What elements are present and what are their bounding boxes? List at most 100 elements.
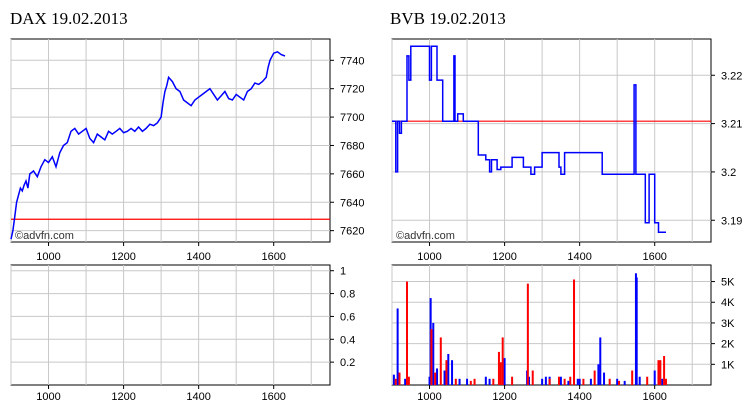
volume-bar xyxy=(484,376,487,385)
volume-bar xyxy=(458,378,461,385)
volume-bar xyxy=(451,360,454,385)
volume-bar xyxy=(558,376,561,385)
plot-area xyxy=(391,38,712,243)
y-tick-label: 7700 xyxy=(340,112,364,124)
plot-area xyxy=(10,38,331,243)
y-tick-label: 3.2 xyxy=(721,167,736,179)
bvb-chart-title: BVB 19.02.2013 xyxy=(390,9,506,28)
volume-bar xyxy=(396,308,399,385)
volume-bar xyxy=(582,378,585,385)
volume-bar xyxy=(430,329,433,385)
plot-area xyxy=(10,264,331,386)
volume-bar xyxy=(439,337,442,385)
volume-bar xyxy=(623,380,626,385)
y-tick-label: 2K xyxy=(721,339,735,351)
volume-bar xyxy=(404,378,407,385)
y-tick-label: 3.21 xyxy=(721,119,742,131)
volume-bar xyxy=(635,277,638,385)
y-tick-label: 7680 xyxy=(340,140,364,152)
volume-bar xyxy=(497,351,500,385)
volume-bar xyxy=(657,360,660,385)
x-tick-label: 1000 xyxy=(36,251,60,263)
x-tick-label: 1200 xyxy=(492,391,516,403)
y-tick-label: 0.8 xyxy=(340,289,355,301)
volume-bar xyxy=(454,378,457,385)
dax-price-panel: 1000 1200 1400 1600 7620 7640 7660 7680 7700 7720… xyxy=(10,38,364,263)
volume-bar xyxy=(608,378,611,385)
volume-bar xyxy=(428,376,431,385)
volume-bar xyxy=(511,376,514,385)
x-tick-label: 1600 xyxy=(642,251,666,263)
volume-bar xyxy=(631,370,634,385)
volume-bar xyxy=(597,364,600,385)
volume-bar xyxy=(661,378,664,385)
x-tick-label: 1400 xyxy=(186,251,210,263)
y-tick-label: 7620 xyxy=(340,226,364,238)
volume-bar xyxy=(599,337,602,385)
volume-bar xyxy=(589,378,592,385)
y-tick-label: 7640 xyxy=(340,197,364,209)
volume-bar xyxy=(567,380,570,385)
volume-bar xyxy=(664,378,667,385)
volume-bar xyxy=(638,376,641,385)
volume-bar xyxy=(646,376,649,385)
x-tick-label: 1200 xyxy=(111,391,135,403)
volume-bar xyxy=(394,378,397,385)
volume-bar xyxy=(488,378,491,385)
y-tick-label: 5K xyxy=(721,277,735,289)
price-series-line xyxy=(10,50,286,240)
x-tick-label: 1200 xyxy=(111,251,135,263)
volume-bar xyxy=(503,358,506,385)
y-tick-label: 0.6 xyxy=(340,311,355,323)
y-tick-label: 1K xyxy=(721,359,735,371)
x-tick-label: 1400 xyxy=(186,391,210,403)
y-tick-label: 7660 xyxy=(340,169,364,181)
volume-bar xyxy=(653,370,656,385)
y-tick-label: 1 xyxy=(340,266,346,278)
volume-bar xyxy=(473,378,476,385)
x-tick-label: 1000 xyxy=(417,391,441,403)
volume-bar xyxy=(445,360,448,385)
x-tick-label: 1000 xyxy=(417,251,441,263)
bvb-volume-panel: 1000 1200 1400 1600 1K 2K 3K 4K 5K xyxy=(391,264,735,403)
watermark-text: ©advfn.com xyxy=(396,230,455,242)
volume-bar xyxy=(573,279,576,385)
y-tick-label: 7720 xyxy=(340,84,364,96)
volume-bar xyxy=(436,368,439,385)
volume-bar xyxy=(406,281,409,385)
y-tick-label: 3.19 xyxy=(721,215,742,227)
x-tick-label: 1400 xyxy=(567,251,591,263)
y-tick-label: 3.22 xyxy=(721,70,742,82)
dax-volume-panel: 1000 1200 1400 1600 0.2 0.4 0.6 0.8 1 xyxy=(10,264,355,403)
y-tick-label: 4K xyxy=(721,297,735,309)
volume-bar xyxy=(527,376,530,385)
volume-bar xyxy=(443,370,446,385)
volume-bar xyxy=(447,353,450,385)
y-tick-label: 0.4 xyxy=(340,334,355,346)
volume-bar xyxy=(559,376,562,385)
volume-bar xyxy=(541,378,544,385)
volume-bar xyxy=(398,372,401,385)
volume-bar xyxy=(576,378,579,385)
volume-bar xyxy=(663,356,666,385)
dax-chart-title: DAX 19.02.2013 xyxy=(10,9,128,28)
volume-bar xyxy=(407,376,410,385)
volume-bar xyxy=(659,360,662,385)
volume-bar xyxy=(469,380,472,385)
bvb-price-panel: 1000 1200 1400 1600 3.19 3.2 3.21 3.22 ©advfn.co… xyxy=(391,38,742,263)
volume-bar xyxy=(499,362,502,385)
volume-bar xyxy=(492,378,495,385)
x-tick-label: 1200 xyxy=(492,251,516,263)
volume-bar xyxy=(434,372,437,385)
volume-bar xyxy=(593,370,596,385)
x-tick-label: 1600 xyxy=(261,251,285,263)
volume-bar xyxy=(501,337,504,385)
y-tick-label: 7740 xyxy=(340,55,364,67)
volume-bar xyxy=(563,378,566,385)
volume-bar xyxy=(526,283,529,385)
volume-bar xyxy=(569,376,572,385)
volume-bar xyxy=(544,376,547,385)
volume-bar xyxy=(618,380,621,385)
y-tick-label: 3K xyxy=(721,318,735,330)
